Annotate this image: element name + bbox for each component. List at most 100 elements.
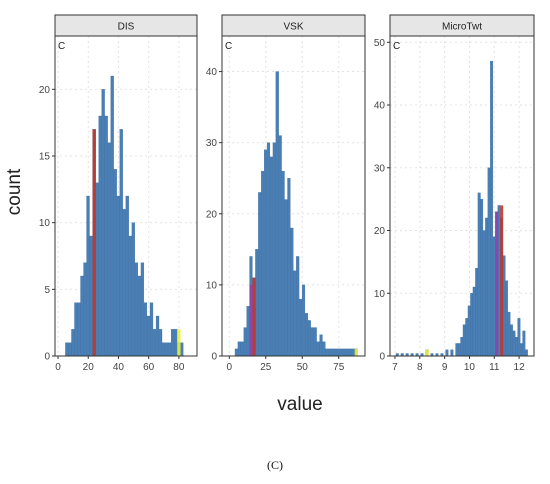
panel-corner-label: C bbox=[225, 41, 232, 52]
histogram-bar bbox=[74, 302, 78, 357]
histogram-bar bbox=[80, 275, 84, 357]
histogram-bar bbox=[487, 167, 491, 357]
histogram-bar bbox=[140, 262, 145, 357]
histogram-bar bbox=[65, 342, 69, 357]
histogram-bar bbox=[507, 311, 511, 357]
histogram-bar bbox=[164, 342, 169, 357]
histogram-bar bbox=[319, 334, 323, 357]
histogram-bar bbox=[128, 235, 132, 357]
y-tick-label: 0 bbox=[44, 352, 50, 363]
histogram-bar bbox=[237, 341, 241, 357]
histogram-bar bbox=[68, 342, 72, 357]
histogram-bar bbox=[457, 343, 461, 357]
histogram-bar bbox=[462, 324, 466, 357]
histogram-bar bbox=[475, 268, 479, 357]
histogram-bar bbox=[472, 286, 476, 357]
histogram-bar bbox=[445, 349, 449, 357]
panel-dis: DIS C 0 5 10 15 20 0 20 40 60 80 bbox=[39, 14, 198, 373]
y-tick-label: 30 bbox=[374, 163, 386, 174]
histogram-bar bbox=[180, 342, 184, 357]
x-tick-label: 60 bbox=[143, 362, 155, 373]
histogram-bar bbox=[524, 349, 528, 357]
histogram-bar bbox=[278, 135, 282, 357]
histogram-bar bbox=[174, 329, 178, 357]
y-axis-label: count bbox=[4, 168, 25, 215]
histogram-bar bbox=[264, 149, 268, 357]
x-tick-label: 0 bbox=[55, 362, 61, 373]
histogram-bar bbox=[467, 305, 471, 357]
histogram-bar bbox=[240, 341, 244, 357]
y-tick-label: 5 bbox=[44, 285, 50, 296]
histogram-bar bbox=[301, 284, 306, 357]
histogram-bar bbox=[351, 348, 355, 357]
histogram-bar bbox=[284, 199, 288, 357]
facet-title: DIS bbox=[118, 22, 135, 33]
histogram-bar bbox=[510, 324, 513, 357]
histogram-bar bbox=[258, 192, 262, 357]
plot-area bbox=[390, 36, 534, 356]
histogram-bar bbox=[290, 227, 294, 357]
x-tick-label: 11 bbox=[489, 362, 500, 373]
y-tick-label: 10 bbox=[39, 218, 51, 229]
histogram-bar bbox=[470, 293, 474, 357]
panel-microtwt: MicroTwt C 0 10 20 30 40 50 7 8 9 10 11 12 bbox=[374, 14, 535, 373]
histogram-bar bbox=[514, 337, 518, 357]
histogram-bar bbox=[310, 327, 314, 357]
x-tick-label: 10 bbox=[464, 362, 476, 373]
histogram-bar bbox=[152, 329, 157, 357]
y-tick-label: 10 bbox=[374, 289, 386, 300]
histogram-bar bbox=[522, 330, 526, 357]
histogram-bar bbox=[137, 275, 142, 357]
histogram-bar bbox=[107, 142, 111, 357]
histogram-bar bbox=[161, 342, 166, 357]
histogram-bar bbox=[455, 343, 459, 357]
histogram-bar bbox=[482, 230, 486, 357]
highlight-bar-purple bbox=[249, 284, 253, 356]
histogram-bar bbox=[266, 142, 271, 357]
x-tick-label: 7 bbox=[392, 362, 398, 373]
histogram-bar bbox=[299, 298, 303, 357]
histogram-bar bbox=[519, 343, 523, 357]
histogram-bar bbox=[316, 341, 320, 357]
histogram-bar bbox=[322, 341, 326, 357]
histogram-bar bbox=[104, 115, 108, 357]
histogram-bar bbox=[155, 315, 160, 357]
x-tick-label: 20 bbox=[83, 362, 95, 373]
highlight-bar-red bbox=[92, 129, 96, 356]
histogram-bar bbox=[460, 337, 464, 357]
histogram-bar bbox=[331, 348, 335, 357]
facet-title: MicroTwt bbox=[442, 22, 482, 33]
histogram-bar bbox=[116, 195, 120, 357]
histogram-bar bbox=[101, 89, 105, 357]
histogram-bar bbox=[334, 348, 338, 357]
y-tick-label: 40 bbox=[206, 67, 218, 78]
histogram-bar bbox=[255, 249, 259, 357]
histogram-bar bbox=[293, 270, 297, 357]
x-tick-label: 80 bbox=[173, 362, 185, 373]
histogram-bar bbox=[171, 329, 175, 357]
histogram-bar bbox=[71, 329, 75, 357]
histogram-bar bbox=[234, 348, 238, 357]
histogram-bar bbox=[492, 236, 496, 357]
x-tick-label: 50 bbox=[297, 362, 309, 373]
histogram-bar bbox=[134, 262, 138, 357]
histogram-bar bbox=[450, 349, 454, 357]
histogram-bar bbox=[465, 318, 469, 357]
highlight-bar-yellow bbox=[425, 349, 429, 356]
panel-border bbox=[221, 35, 366, 357]
y-tick-label: 40 bbox=[374, 101, 386, 112]
histogram-bar bbox=[512, 330, 516, 357]
histogram-bar bbox=[167, 342, 172, 357]
histogram-bar bbox=[119, 129, 123, 357]
highlight-bar-red bbox=[500, 205, 504, 356]
histogram-bar bbox=[113, 169, 117, 357]
y-tick-label: 30 bbox=[206, 138, 218, 149]
x-tick-label: 8 bbox=[417, 362, 423, 373]
histogram-bar bbox=[477, 192, 481, 357]
histogram-bar bbox=[269, 156, 273, 357]
x-tick-label: 25 bbox=[260, 362, 272, 373]
histogram-bar bbox=[83, 262, 87, 357]
histogram-bar bbox=[122, 209, 126, 357]
y-tick-label: 10 bbox=[206, 280, 218, 291]
